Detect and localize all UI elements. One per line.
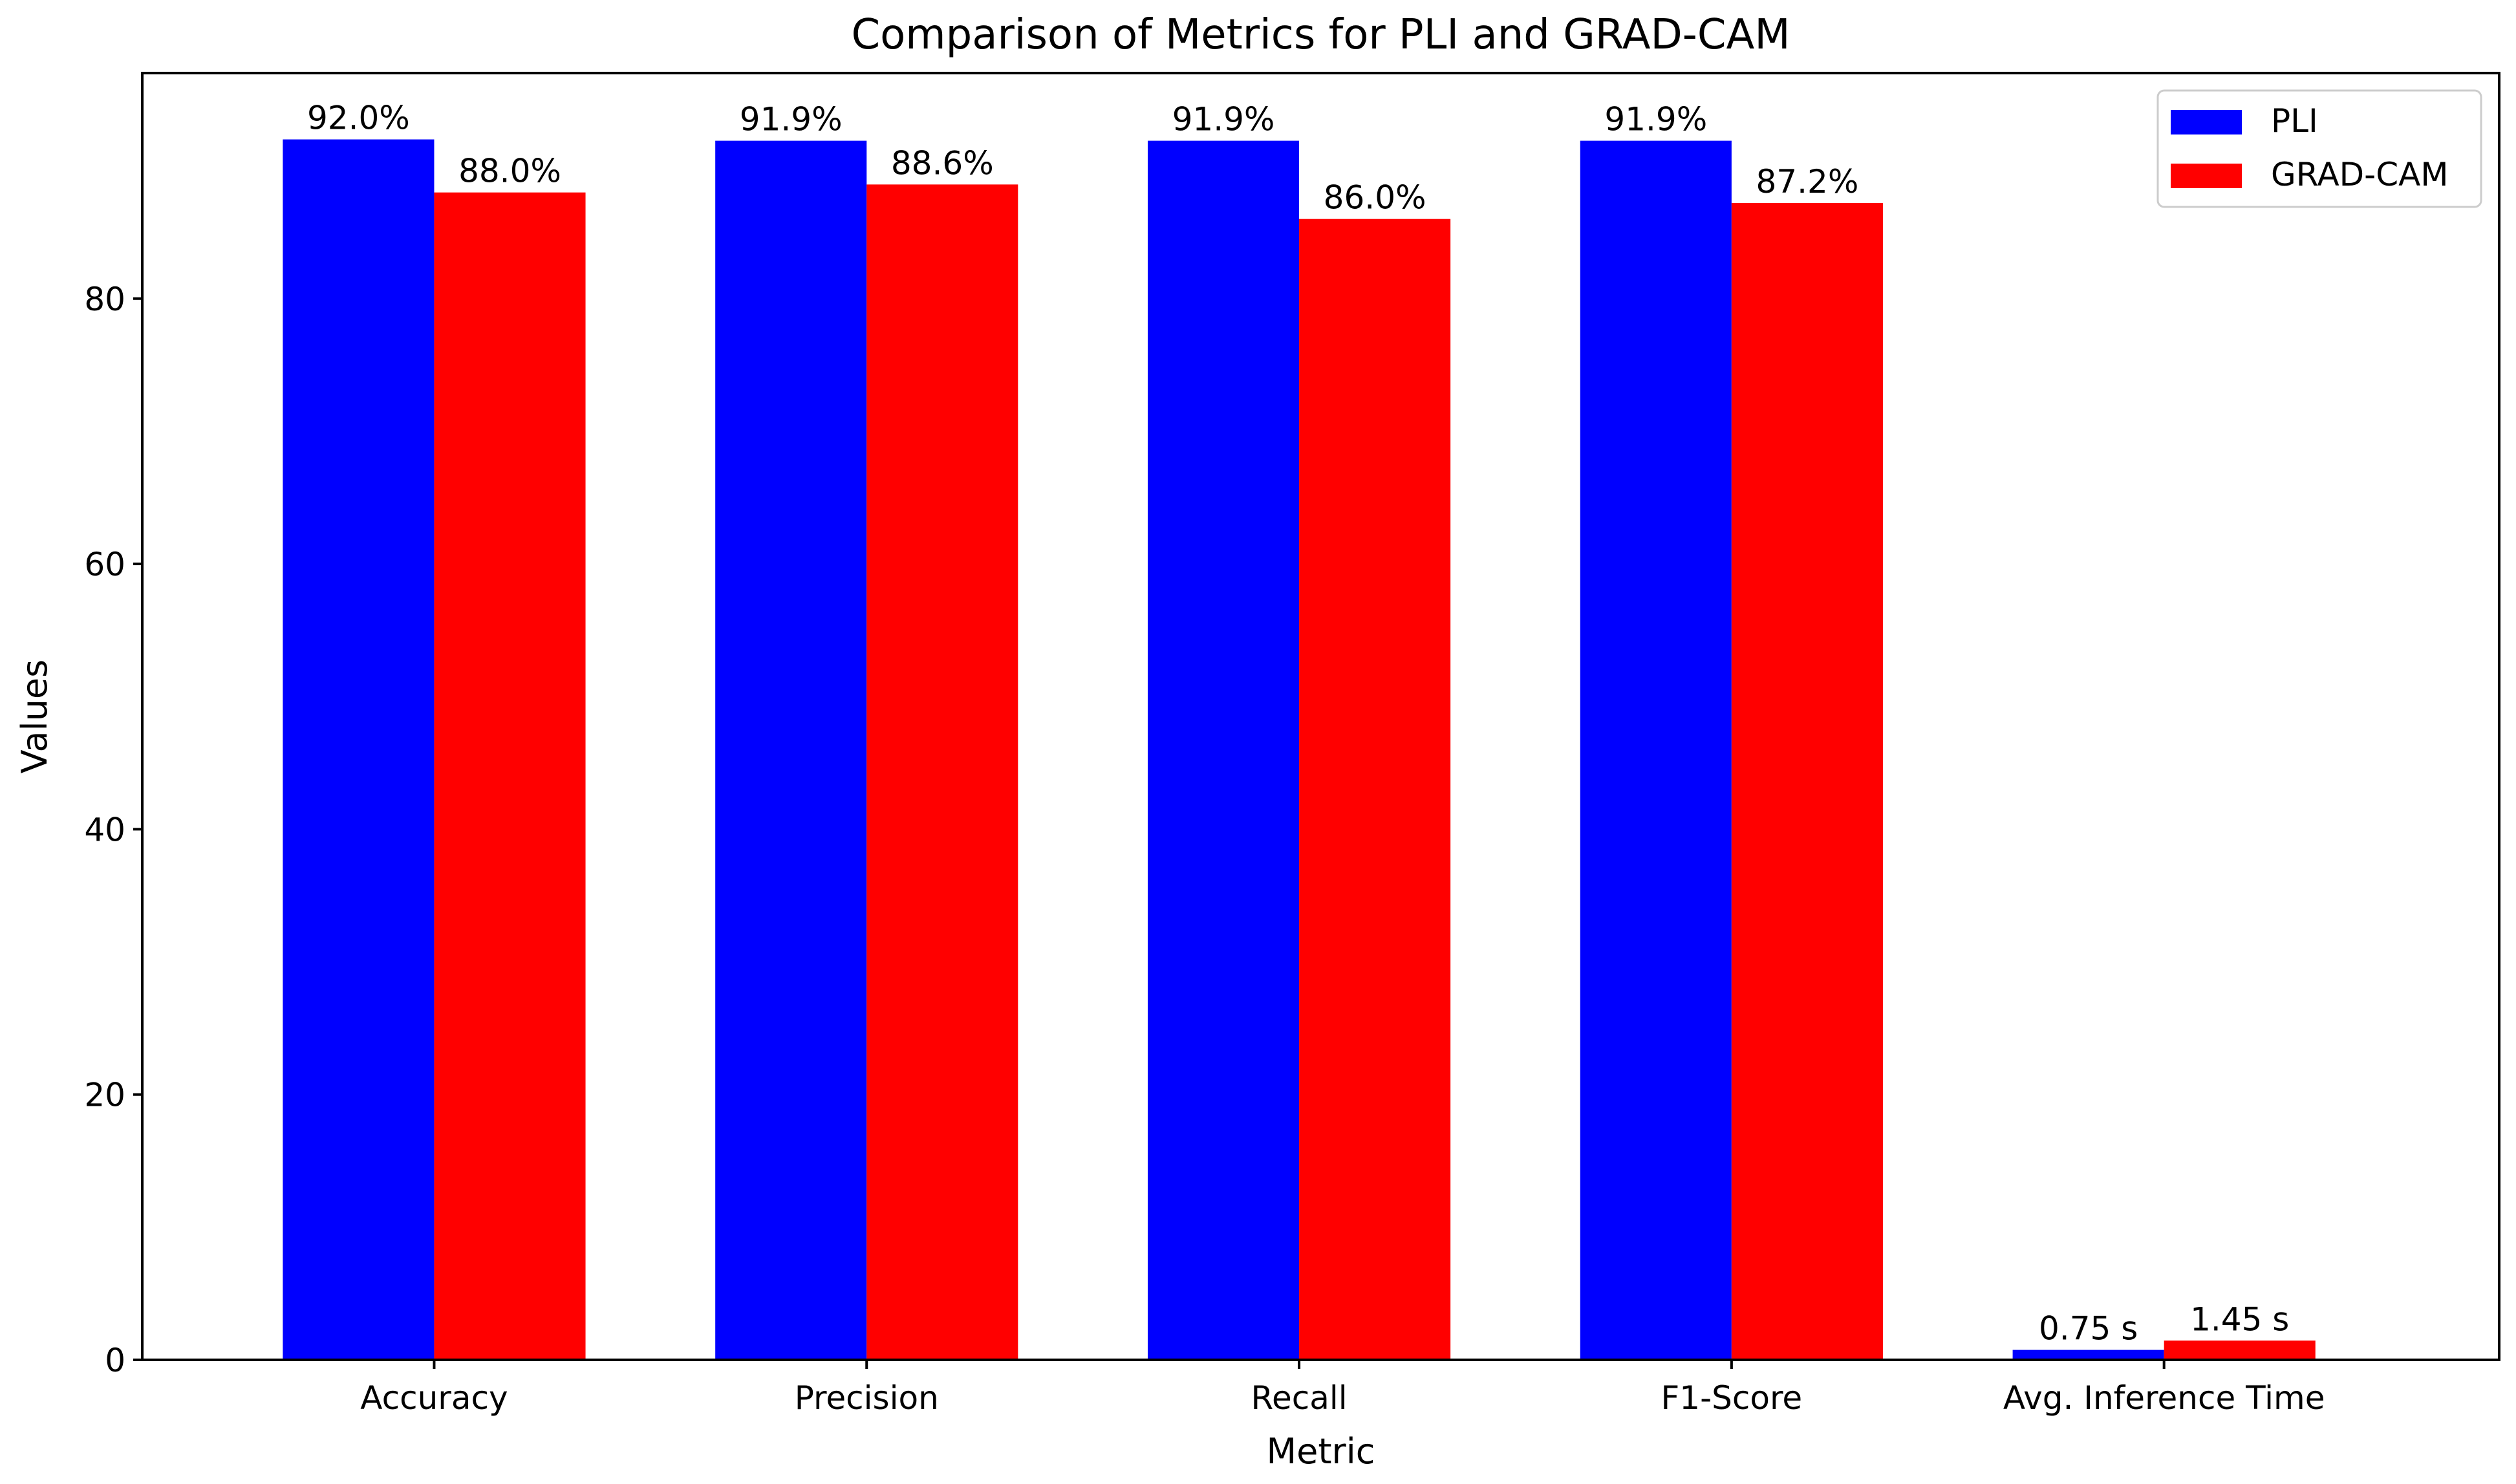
data-label-grad-cam-accuracy: 88.0% — [458, 153, 561, 190]
legend-label-pli: PLI — [2271, 102, 2318, 140]
x-axis: Accuracy Precision Recall F1-Score Avg. Infe… — [360, 1360, 2325, 1417]
chart-title: Comparison of Metrics for PLI and GRAD-C… — [851, 11, 1790, 59]
bar-grad-cam-f1-score — [1731, 203, 1883, 1360]
plot-frame — [141, 72, 2500, 1361]
data-label-pli-accuracy: 92.0% — [307, 100, 410, 137]
data-label-pli-recall: 91.9% — [1172, 101, 1275, 138]
data-label-pli-precision: 91.9% — [740, 101, 843, 138]
x-tick-label: Recall — [1251, 1379, 1347, 1417]
legend: PLI GRAD-CAM — [2156, 89, 2482, 208]
bar-pli-precision — [715, 140, 867, 1360]
x-tick-label: Avg. Inference Time — [2003, 1379, 2325, 1417]
bar-pli-accuracy — [283, 139, 435, 1360]
legend-swatch-pli — [2171, 110, 2242, 134]
y-axis-label: Values — [14, 660, 55, 773]
x-tick-label: F1-Score — [1661, 1379, 1803, 1417]
bar-pli-f1-score — [1580, 140, 1732, 1360]
data-label-grad-cam-f1-score: 87.2% — [1756, 163, 1858, 200]
bar-grad-cam-recall — [1299, 219, 1451, 1360]
bars-group — [283, 139, 2316, 1360]
legend-label-grad-cam: GRAD-CAM — [2271, 156, 2448, 193]
x-axis-label: Metric — [1267, 1431, 1375, 1472]
y-tick-label: 60 — [84, 546, 125, 583]
x-tick-label: Accuracy — [360, 1379, 508, 1417]
data-label-pli-avg-inference-time: 0.75 s — [2039, 1310, 2138, 1348]
x-tick-label: Precision — [795, 1379, 939, 1417]
bar-grad-cam-precision — [866, 184, 1018, 1360]
data-label-grad-cam-avg-inference-time: 1.45 s — [2190, 1300, 2289, 1338]
data-label-pli-f1-score: 91.9% — [1604, 101, 1707, 138]
bar-grad-cam-avg-inference-time — [2164, 1340, 2316, 1360]
y-tick-label: 40 — [84, 811, 125, 848]
y-axis: 0 20 40 60 80 — [84, 281, 142, 1379]
y-tick-label: 80 — [84, 281, 125, 318]
y-tick-label: 20 — [84, 1077, 125, 1114]
bar-grad-cam-accuracy — [434, 192, 586, 1360]
legend-swatch-grad-cam — [2171, 164, 2242, 188]
y-tick-label: 0 — [105, 1342, 125, 1379]
data-label-grad-cam-recall: 86.0% — [1324, 179, 1426, 217]
data-labels-group: 92.0% 88.0% 91.9% 88.6% 91.9% 86.0% 91.9% 87.2%… — [307, 100, 2289, 1348]
bar-pli-avg-inference-time — [2012, 1350, 2164, 1360]
data-label-grad-cam-precision: 88.6% — [891, 144, 994, 182]
bar-pli-recall — [1147, 140, 1300, 1360]
